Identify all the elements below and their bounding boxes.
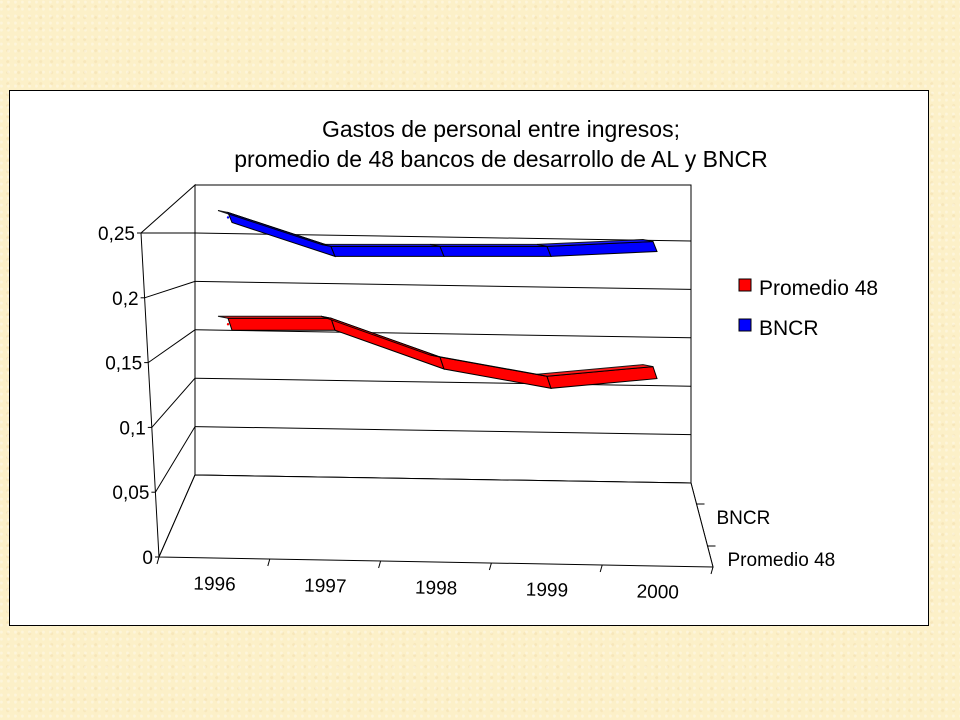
y-tick-label: 0,05 [112, 483, 149, 504]
series-ribbon-segment [227, 317, 336, 331]
chart-title: Gastos de personal entre ingresos; prome… [234, 116, 768, 172]
floor-plane [158, 474, 714, 568]
gridline-back [194, 280, 692, 290]
chart-title-line-2: promedio de 48 bancos de desarrollo de A… [234, 146, 768, 172]
legend: Promedio 48 BNCR [738, 277, 878, 340]
chart-title-line-1: Gastos de personal entre ingresos; [322, 116, 680, 142]
series-ribbon-top [429, 243, 548, 247]
series-ribbon-top [320, 243, 441, 247]
series-data-point [651, 245, 655, 248]
legend-swatch [738, 278, 752, 292]
x-tick-mark [267, 558, 271, 567]
x-tick-label: 1996 [193, 573, 236, 595]
x-tick-mark [156, 556, 160, 565]
series-ribbon-top [536, 364, 654, 377]
chart-labels: 0 0,05 0,1 0,15 0,2 0,25 1996 1997 1998 1999 2000 B… [98, 224, 835, 604]
x-tick-mark [710, 566, 714, 575]
x-tick-label: 2000 [636, 581, 679, 603]
y-tick-label: 0,2 [112, 289, 138, 310]
series-data-point [545, 250, 549, 253]
x-tick-mark [599, 564, 603, 573]
y-tick-label: 0,15 [105, 354, 142, 375]
series-ribbon-segment [439, 245, 552, 257]
x-tick-mark [488, 562, 492, 571]
chart-frame: 0 0,05 0,1 0,15 0,2 0,25 1996 1997 1998 1999 2000 B… [9, 90, 929, 626]
series-data-point [329, 323, 333, 326]
legend-label: BNCR [759, 317, 819, 340]
chart-svg: 0 0,05 0,1 0,15 0,2 0,25 1996 1997 1998 1999 2000 B… [98, 116, 878, 604]
series-data-point [329, 250, 333, 253]
gridline-side [144, 280, 196, 299]
depth-label: Promedio 48 [728, 550, 836, 571]
y-tick-label: 0,25 [98, 224, 135, 245]
series-ribbon-top [536, 238, 654, 247]
chart-series-ribbons [217, 210, 658, 389]
gridline-side [151, 377, 196, 428]
series-data-point [226, 216, 230, 219]
series-data-point [545, 381, 549, 384]
x-tick-label: 1998 [415, 577, 458, 599]
series-data-point [651, 371, 655, 374]
chart-floor [158, 474, 714, 568]
series-ribbon-segment [330, 245, 445, 257]
gridline-side [154, 426, 196, 493]
series-data-point [438, 250, 442, 253]
depth-label: BNCR [717, 508, 771, 529]
series-ribbon-top [217, 315, 332, 319]
gridline-back [194, 426, 692, 436]
gridline-back [194, 377, 692, 387]
x-tick-mark [378, 560, 382, 569]
legend-label: Promedio 48 [759, 277, 878, 300]
x-tick-label: 1999 [526, 579, 569, 601]
gridline-side [147, 329, 196, 364]
y-tick-label: 0,1 [119, 418, 145, 439]
y-tick-label: 0 [142, 548, 153, 569]
series-data-point [226, 323, 230, 326]
x-tick-label: 1997 [304, 575, 347, 597]
legend-swatch [738, 318, 752, 332]
series-data-point [438, 361, 442, 365]
gridline-back [194, 329, 692, 339]
